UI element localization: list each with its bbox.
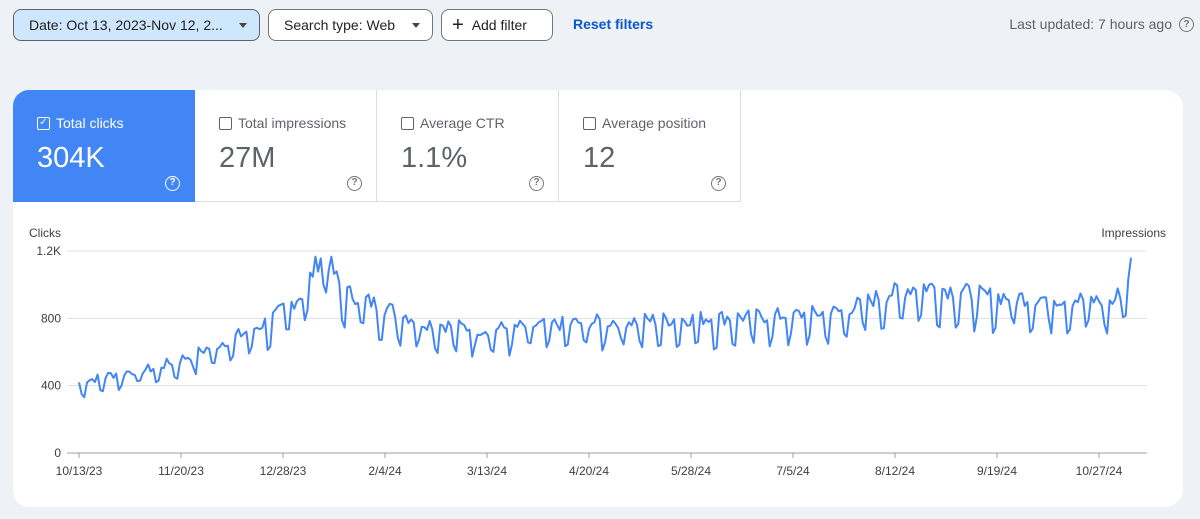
- help-icon[interactable]: ?: [347, 175, 362, 191]
- search-type-label: Search type: Web: [284, 17, 396, 33]
- y-tick-label: 800: [41, 311, 61, 325]
- add-filter-button[interactable]: + Add filter: [441, 9, 553, 41]
- metric-total-clicks[interactable]: ✓ Total clicks 304K ?: [13, 90, 195, 202]
- help-icon[interactable]: ?: [165, 175, 180, 191]
- clicks-chart: Clicks Impressions 0 400 800 1.2K 10/13/23 1…: [29, 226, 1166, 478]
- performance-card: ✓ Total clicks 304K ? Total impressions …: [13, 90, 1183, 507]
- clicks-series-line: [78, 255, 1132, 399]
- metric-average-ctr[interactable]: Average CTR 1.1% ?: [377, 90, 559, 202]
- help-icon[interactable]: ?: [529, 175, 544, 191]
- date-range-chip[interactable]: Date: Oct 13, 2023-Nov 12, 2...: [13, 9, 260, 41]
- y-tick-label: 400: [41, 379, 61, 393]
- metric-average-position[interactable]: Average position 12 ?: [559, 90, 741, 202]
- metric-value: 12: [583, 142, 616, 174]
- x-tick-label: 10/13/23: [56, 464, 103, 478]
- x-tick-label: 7/5/24: [776, 464, 810, 478]
- help-icon[interactable]: ?: [1179, 17, 1194, 32]
- metric-label: Average CTR: [420, 115, 505, 131]
- x-tick-label: 2/4/24: [368, 464, 402, 478]
- metric-label: Total clicks: [56, 115, 124, 131]
- metric-value: 304K: [37, 142, 105, 174]
- x-tick-label: 4/20/24: [569, 464, 609, 478]
- last-updated-text: Last updated: 7 hours ago: [1009, 16, 1172, 32]
- y-tick-label: 1.2K: [36, 244, 61, 258]
- x-tick-label: 5/28/24: [671, 464, 711, 478]
- x-tick-label: 8/12/24: [875, 464, 915, 478]
- dropdown-arrow-icon: [239, 22, 247, 28]
- dropdown-arrow-icon: [412, 22, 420, 28]
- search-type-chip[interactable]: Search type: Web: [268, 9, 433, 41]
- x-tick-label: 12/28/23: [260, 464, 307, 478]
- y2-axis-label: Impressions: [1101, 226, 1166, 240]
- filter-toolbar: Date: Oct 13, 2023-Nov 12, 2... Search t…: [0, 0, 1200, 50]
- x-tick-label: 9/19/24: [977, 464, 1017, 478]
- metric-total-impressions[interactable]: Total impressions 27M ?: [195, 90, 377, 202]
- help-icon[interactable]: ?: [711, 175, 726, 191]
- y-tick-label: 0: [54, 446, 61, 460]
- x-tick-label: 3/13/24: [467, 464, 507, 478]
- checkbox-icon[interactable]: [219, 116, 232, 130]
- plus-icon: +: [452, 14, 464, 36]
- metric-value: 27M: [219, 142, 276, 174]
- checkbox-icon[interactable]: [401, 116, 414, 130]
- metric-value: 1.1%: [401, 142, 468, 174]
- checkbox-icon[interactable]: [583, 116, 596, 130]
- x-tick-label: 10/27/24: [1076, 464, 1123, 478]
- metric-label: Total impressions: [238, 115, 347, 131]
- date-range-label: Date: Oct 13, 2023-Nov 12, 2...: [29, 17, 223, 33]
- x-tick-label: 11/20/23: [158, 464, 204, 478]
- checkbox-checked-icon[interactable]: ✓: [37, 116, 50, 130]
- y-axis-label: Clicks: [29, 226, 61, 240]
- add-filter-label: Add filter: [471, 17, 527, 33]
- reset-filters-link[interactable]: Reset filters: [573, 16, 654, 32]
- metric-label: Average position: [602, 115, 707, 131]
